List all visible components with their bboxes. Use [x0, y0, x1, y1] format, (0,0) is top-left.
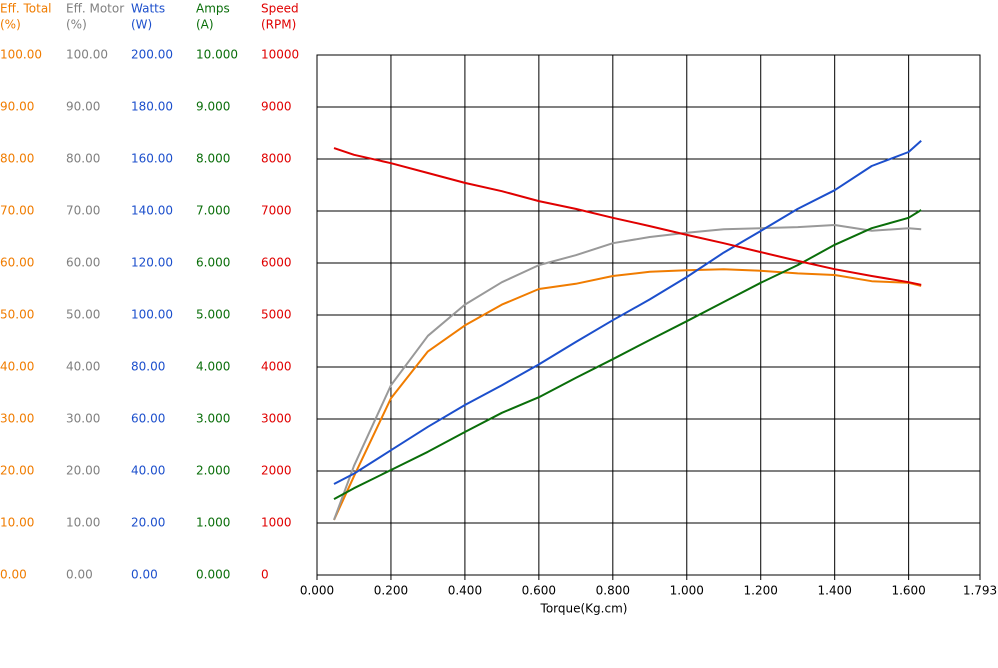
y-tick-label: 30.00 [0, 412, 34, 426]
y-tick-label: 7000 [261, 204, 292, 218]
y-tick-label: 0.00 [66, 568, 93, 582]
y-tick-label: 2.000 [196, 464, 230, 478]
y-tick-label: 9.000 [196, 100, 230, 114]
y-tick-label: 1000 [261, 516, 292, 530]
y-tick-label: 7.000 [196, 204, 230, 218]
y-tick-label: 5.000 [196, 308, 230, 322]
y-tick-label: 100.00 [0, 48, 42, 62]
y-tick-label: 100.00 [131, 308, 173, 322]
axis-title: Eff. Motor [66, 2, 124, 16]
y-tick-label: 8000 [261, 152, 292, 166]
y-tick-label: 10.000 [196, 48, 238, 62]
y-tick-label: 60.00 [0, 256, 34, 270]
axis-unit: (%) [66, 18, 87, 32]
series-line [333, 140, 922, 485]
y-tick-label: 200.00 [131, 48, 173, 62]
axis-unit: (RPM) [261, 18, 296, 32]
y-tick-label: 6000 [261, 256, 292, 270]
series-line [333, 147, 922, 286]
axis-title: Eff. Total [0, 2, 52, 16]
axis-title: Amps [196, 2, 230, 16]
y-tick-label: 6.000 [196, 256, 230, 270]
y-tick-label: 90.00 [0, 100, 34, 114]
x-tick-label: 1.400 [818, 584, 852, 598]
axis-unit: (A) [196, 18, 214, 32]
y-tick-label: 5000 [261, 308, 292, 322]
y-tick-label: 80.00 [66, 152, 100, 166]
y-tick-label: 80.00 [131, 360, 165, 374]
y-tick-label: 3.000 [196, 412, 230, 426]
y-tick-label: 100.00 [66, 48, 108, 62]
y-tick-label: 4.000 [196, 360, 230, 374]
x-tick-label: 1.200 [744, 584, 778, 598]
x-tick-label: 1.000 [670, 584, 704, 598]
y-tick-label: 40.00 [131, 464, 165, 478]
x-tick-label: 1.793 [963, 584, 997, 598]
y-tick-label: 70.00 [0, 204, 34, 218]
x-tick-label: 0.600 [522, 584, 556, 598]
y-tick-label: 90.00 [66, 100, 100, 114]
y-tick-label: 4000 [261, 360, 292, 374]
y-tick-label: 50.00 [66, 308, 100, 322]
x-tick-label: 0.000 [300, 584, 334, 598]
y-tick-label: 60.00 [131, 412, 165, 426]
y-tick-label: 0.000 [196, 568, 230, 582]
y-tick-label: 20.00 [66, 464, 100, 478]
y-tick-label: 70.00 [66, 204, 100, 218]
y-tick-label: 140.00 [131, 204, 173, 218]
y-tick-label: 120.00 [131, 256, 173, 270]
series-line [333, 224, 922, 521]
y-tick-label: 10.00 [66, 516, 100, 530]
y-tick-label: 40.00 [66, 360, 100, 374]
y-tick-label: 10000 [261, 48, 299, 62]
x-tick-label: 0.800 [596, 584, 630, 598]
y-tick-label: 30.00 [66, 412, 100, 426]
y-tick-label: 20.00 [131, 516, 165, 530]
axis-unit: (W) [131, 18, 152, 32]
y-tick-label: 3000 [261, 412, 292, 426]
x-tick-label: 1.600 [891, 584, 925, 598]
y-tick-label: 0.00 [131, 568, 158, 582]
y-tick-label: 1.000 [196, 516, 230, 530]
axis-title: Watts [131, 2, 165, 16]
series-line [333, 209, 922, 500]
y-tick-label: 9000 [261, 100, 292, 114]
y-tick-label: 180.00 [131, 100, 173, 114]
y-tick-label: 2000 [261, 464, 292, 478]
series-line [333, 268, 922, 521]
x-axis-label: Torque(Kg.cm) [540, 602, 628, 616]
x-tick-label: 0.200 [374, 584, 408, 598]
axis-title: Speed [261, 2, 299, 16]
y-tick-label: 40.00 [0, 360, 34, 374]
y-tick-label: 80.00 [0, 152, 34, 166]
y-tick-label: 20.00 [0, 464, 34, 478]
y-tick-label: 50.00 [0, 308, 34, 322]
y-tick-label: 60.00 [66, 256, 100, 270]
x-tick-label: 0.400 [448, 584, 482, 598]
y-tick-label: 8.000 [196, 152, 230, 166]
y-tick-label: 160.00 [131, 152, 173, 166]
y-tick-label: 0.00 [0, 568, 27, 582]
y-tick-label: 0 [261, 568, 269, 582]
y-tick-label: 10.00 [0, 516, 34, 530]
axis-unit: (%) [0, 18, 21, 32]
